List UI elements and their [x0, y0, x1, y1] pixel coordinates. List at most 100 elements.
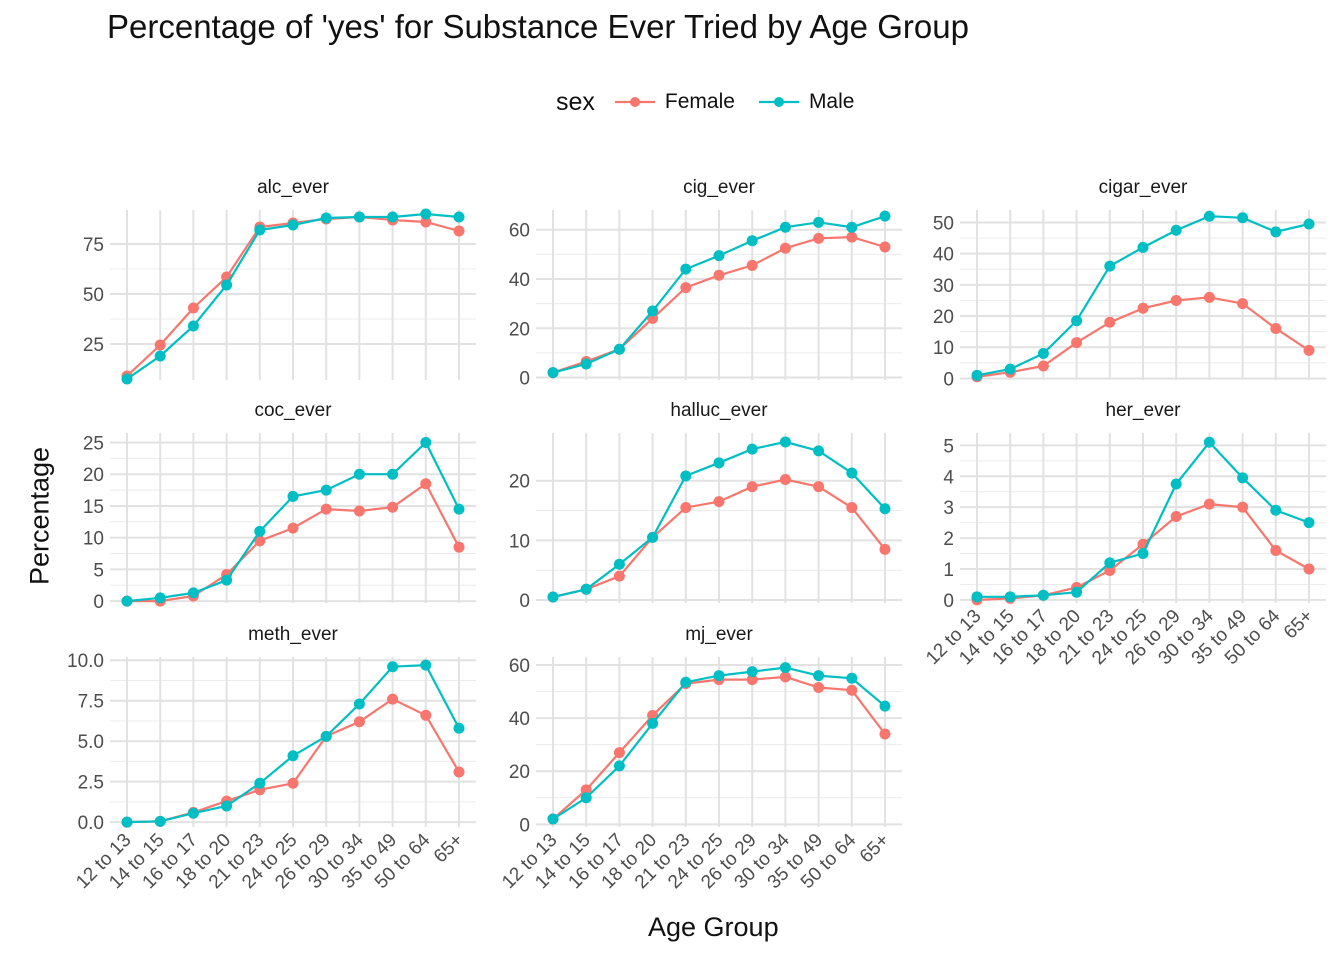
- data-point-male: [680, 263, 692, 275]
- panel-alc_ever: alc_ever 25 50 75: [83, 177, 476, 385]
- y-tick-label: 40: [933, 245, 954, 266]
- data-point-male: [287, 219, 299, 231]
- data-point-male: [647, 717, 659, 729]
- data-point-female: [1237, 298, 1249, 310]
- data-point-male: [846, 221, 858, 233]
- data-point-female: [746, 259, 758, 271]
- data-point-female: [1104, 565, 1116, 577]
- y-tick-label: 7.5: [78, 692, 104, 713]
- data-point-male: [420, 208, 432, 220]
- y-tick-label: 60: [509, 656, 530, 677]
- data-point-male: [387, 211, 399, 223]
- y-tick-label: 10: [509, 531, 530, 552]
- y-tick-label: 0: [943, 591, 954, 612]
- data-point-female: [779, 242, 791, 254]
- legend-key-male: [758, 97, 799, 107]
- x-tick-label: 65+: [1280, 606, 1318, 644]
- data-point-male: [1004, 363, 1016, 375]
- y-tick-label: 10.0: [67, 651, 104, 672]
- data-point-male: [813, 445, 825, 457]
- panel-title-coc_ever: coc_ever: [254, 400, 332, 421]
- y-tick-label: 0: [519, 815, 530, 836]
- y-tick-label: 40: [509, 709, 530, 730]
- data-point-male: [254, 777, 266, 789]
- data-point-female: [613, 747, 625, 759]
- data-point-male: [154, 350, 166, 362]
- panel-title-cigar_ever: cigar_ever: [1099, 177, 1188, 198]
- data-point-female: [879, 543, 891, 555]
- data-point-male: [320, 212, 332, 224]
- y-tick-label: 10: [83, 529, 104, 550]
- data-point-male: [879, 210, 891, 222]
- y-tick-label: 25: [83, 434, 104, 455]
- data-point-female: [420, 216, 432, 228]
- data-point-male: [1071, 315, 1083, 327]
- panel-cig_ever: cig_ever 0 20 40 60: [509, 177, 902, 390]
- data-point-male: [580, 358, 592, 370]
- data-point-female: [580, 784, 592, 796]
- y-tick-label: 15: [83, 497, 104, 518]
- data-point-female: [453, 541, 465, 553]
- data-point-male: [713, 457, 725, 469]
- y-tick-label: 0: [943, 369, 954, 390]
- y-tick-label: 3: [943, 498, 954, 519]
- data-point-male: [1037, 589, 1049, 601]
- data-point-male: [680, 470, 692, 482]
- data-point-female: [254, 535, 266, 547]
- data-point-male: [613, 343, 625, 355]
- data-point-male: [1104, 557, 1116, 569]
- data-point-female: [154, 339, 166, 351]
- data-point-male: [1237, 212, 1249, 224]
- data-point-male: [846, 467, 858, 479]
- data-point-male: [121, 595, 133, 607]
- data-point-female: [680, 502, 692, 514]
- data-point-female: [1203, 498, 1215, 510]
- panel-title-meth_ever: meth_ever: [248, 624, 338, 645]
- x-axis-title: Age Group: [648, 912, 779, 942]
- data-point-male: [613, 760, 625, 772]
- data-point-male: [453, 503, 465, 515]
- data-point-male: [221, 279, 233, 291]
- data-point-male: [580, 792, 592, 804]
- y-tick-label: 20: [83, 465, 104, 486]
- data-point-female: [420, 478, 432, 490]
- data-point-male: [121, 373, 133, 385]
- data-point-male: [420, 659, 432, 671]
- legend-item-male: Male: [757, 90, 855, 114]
- y-tick-label: 20: [509, 319, 530, 340]
- legend: sex Female Male: [556, 84, 876, 120]
- data-point-female: [846, 231, 858, 243]
- data-point-female: [287, 522, 299, 534]
- data-point-male: [420, 437, 432, 449]
- data-point-male: [746, 666, 758, 678]
- data-point-male: [1004, 591, 1016, 603]
- y-axis-title: Percentage: [24, 446, 55, 586]
- data-point-female: [453, 225, 465, 237]
- y-tick-label: 5: [943, 436, 954, 457]
- data-point-male: [121, 816, 133, 828]
- y-tick-label: 5.0: [78, 732, 104, 753]
- data-point-female: [813, 481, 825, 493]
- data-point-male: [647, 531, 659, 543]
- data-point-female: [1237, 501, 1249, 513]
- data-point-male: [971, 591, 983, 603]
- data-point-male: [713, 670, 725, 682]
- data-point-female: [879, 728, 891, 740]
- data-point-female: [1137, 302, 1149, 314]
- data-point-male: [453, 211, 465, 223]
- y-tick-label: 75: [83, 235, 104, 256]
- data-point-male: [1303, 218, 1315, 230]
- panel-halluc_ever: halluc_ever 0 10 20: [509, 400, 902, 612]
- legend-label-male: Male: [808, 90, 855, 113]
- data-point-male: [1037, 347, 1049, 359]
- data-point-male: [254, 525, 266, 537]
- legend-title: sex: [556, 87, 595, 116]
- data-point-male: [971, 369, 983, 381]
- data-point-male: [779, 221, 791, 233]
- data-point-male: [1170, 224, 1182, 236]
- data-point-male: [1137, 548, 1149, 560]
- data-point-female: [746, 674, 758, 686]
- data-point-male: [746, 443, 758, 455]
- data-point-female: [846, 684, 858, 696]
- data-point-male: [1270, 504, 1282, 516]
